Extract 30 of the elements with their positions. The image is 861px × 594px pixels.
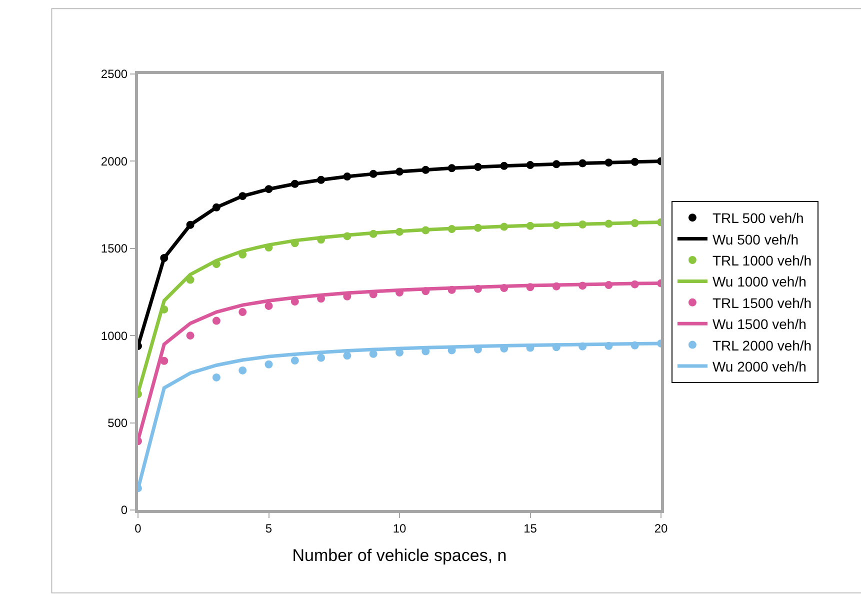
y-tick-label: 0 — [120, 503, 128, 518]
point — [290, 356, 299, 365]
point — [186, 332, 194, 340]
point — [343, 352, 352, 360]
point — [264, 360, 273, 368]
legend-label: Wu 2000 veh/h — [712, 358, 806, 374]
point — [238, 366, 247, 374]
point — [212, 316, 220, 325]
x-tick-label: 20 — [654, 521, 668, 536]
y-tick-label: 1000 — [100, 328, 128, 343]
legend-label: TRL 1000 veh/h — [712, 252, 812, 268]
point — [212, 373, 220, 382]
y-tick-label: 500 — [108, 416, 128, 430]
y-tick-label: 2500 — [100, 67, 128, 82]
x-tick-label: 5 — [265, 521, 272, 536]
legend-label: Wu 1500 veh/h — [712, 316, 806, 332]
x-axis-title: Number of vehicle spaces, n — [292, 546, 507, 565]
point — [238, 308, 247, 316]
legend-label: TRL 500 veh/h — [712, 210, 804, 226]
legend-label: TRL 2000 veh/h — [712, 337, 812, 354]
point — [264, 302, 273, 310]
legend-label: Wu 1000 veh/h — [712, 274, 806, 290]
y-tick-label: 1500 — [100, 242, 128, 256]
point — [317, 354, 326, 362]
x-tick-label: 0 — [134, 521, 142, 536]
legend-label: Wu 500 veh/h — [712, 231, 799, 248]
x-tick-label: 10 — [392, 521, 406, 536]
x-tick-label: 15 — [524, 521, 538, 536]
legend-label: TRL 1500 veh/h — [712, 294, 812, 311]
y-tick-label: 2000 — [100, 154, 128, 168]
